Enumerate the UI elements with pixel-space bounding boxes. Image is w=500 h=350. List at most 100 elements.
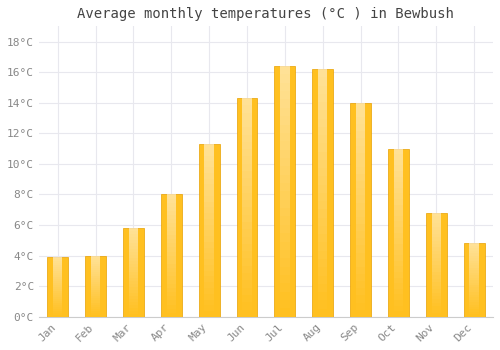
Bar (470, 253, 479, 255)
Bar (91, 304, 101, 307)
Bar (280, 267, 289, 275)
Bar (318, 176, 328, 185)
Bar (356, 302, 366, 310)
Bar (280, 141, 289, 149)
Bar (470, 309, 479, 312)
Bar (394, 255, 403, 261)
Bar (432, 272, 441, 275)
Bar (318, 243, 328, 251)
Bar (432, 223, 441, 227)
Bar (470, 243, 479, 246)
Bar (242, 309, 252, 317)
Bar (129, 296, 138, 299)
Bar (204, 178, 214, 184)
Bar (356, 267, 366, 274)
Bar (166, 280, 176, 284)
Bar (432, 293, 441, 296)
Bar (432, 279, 441, 282)
Bar (432, 230, 441, 233)
Bar (166, 284, 176, 288)
Bar (470, 251, 479, 253)
Bar (204, 213, 214, 219)
Bar (48, 257, 68, 317)
Bar (318, 259, 328, 267)
Bar (204, 236, 214, 242)
Bar (280, 183, 289, 191)
Bar (242, 105, 252, 113)
Bar (91, 264, 101, 266)
Bar (53, 303, 62, 305)
Bar (204, 259, 214, 265)
Bar (280, 284, 289, 292)
Bar (129, 287, 138, 290)
Bar (394, 188, 403, 194)
Bar (356, 196, 366, 203)
Bar (204, 282, 214, 288)
Bar (280, 149, 289, 158)
Bar (356, 210, 366, 217)
Bar (464, 243, 484, 317)
Bar (470, 282, 479, 285)
Bar (204, 225, 214, 230)
Bar (470, 285, 479, 287)
Bar (242, 295, 252, 302)
Bar (129, 302, 138, 305)
Bar (394, 199, 403, 205)
Bar (242, 156, 252, 164)
Bar (129, 261, 138, 264)
Bar (53, 279, 62, 281)
Bar (318, 102, 328, 110)
Bar (318, 127, 328, 135)
Bar (318, 119, 328, 127)
Bar (91, 299, 101, 301)
Bar (470, 263, 479, 265)
Bar (204, 276, 214, 282)
Bar (280, 208, 289, 217)
Bar (356, 124, 366, 131)
Bar (350, 103, 371, 317)
Bar (53, 299, 62, 301)
Bar (318, 94, 328, 102)
Bar (53, 301, 62, 303)
Bar (388, 149, 409, 317)
Bar (166, 211, 176, 215)
Bar (432, 247, 441, 251)
Bar (318, 77, 328, 86)
Bar (53, 287, 62, 289)
Bar (242, 149, 252, 156)
Bar (53, 269, 62, 271)
Bar (470, 280, 479, 282)
Bar (91, 280, 101, 282)
Bar (318, 152, 328, 160)
Bar (280, 158, 289, 166)
Bar (91, 302, 101, 304)
Bar (356, 281, 366, 288)
Bar (242, 273, 252, 280)
Bar (129, 258, 138, 261)
Bar (356, 238, 366, 245)
Bar (166, 296, 176, 301)
Bar (356, 310, 366, 317)
Bar (91, 307, 101, 309)
Bar (242, 186, 252, 193)
Bar (91, 276, 101, 278)
Bar (318, 201, 328, 209)
Bar (129, 252, 138, 255)
Bar (242, 120, 252, 127)
Bar (53, 305, 62, 307)
Bar (394, 283, 403, 289)
Bar (91, 296, 101, 299)
Bar (432, 244, 441, 247)
Bar (129, 284, 138, 287)
Bar (242, 288, 252, 295)
Bar (318, 160, 328, 168)
Bar (394, 233, 403, 238)
Bar (356, 245, 366, 253)
Bar (166, 239, 176, 243)
Bar (432, 289, 441, 293)
Bar (166, 247, 176, 252)
Bar (318, 193, 328, 201)
Bar (280, 108, 289, 116)
Bar (318, 218, 328, 226)
Bar (91, 286, 101, 288)
